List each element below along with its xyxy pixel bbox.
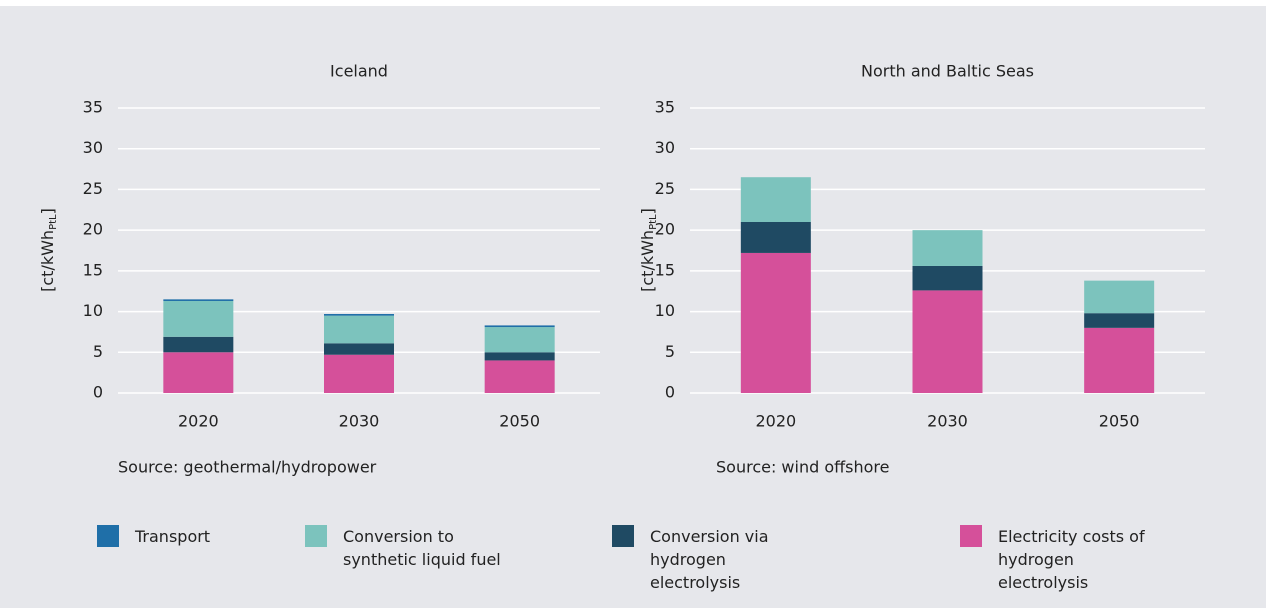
- y-axis-label-end: ]: [38, 208, 57, 214]
- legend-item: Electricity costs of hydrogen electrolys…: [960, 525, 1168, 594]
- bar-segment: [740, 222, 811, 253]
- legend-item: Transport: [97, 525, 305, 548]
- y-axis-label-end: ]: [638, 208, 657, 214]
- y-tick-label: 35: [83, 98, 103, 117]
- bar-segment: [1084, 327, 1155, 393]
- bar-segment: [484, 325, 555, 328]
- bar-segment: [163, 299, 234, 301]
- bar-segment: [912, 230, 983, 266]
- legend-swatch: [612, 525, 634, 547]
- bar-segment: [740, 252, 811, 393]
- y-tick-label: 25: [655, 179, 675, 198]
- y-tick-label: 20: [655, 220, 675, 239]
- legend-item: Conversion to synthetic liquid fuel: [305, 525, 513, 571]
- y-tick-label: 25: [83, 179, 103, 198]
- y-tick-label: 15: [655, 260, 675, 279]
- bar-segment: [163, 300, 234, 337]
- y-tick-label: 15: [83, 260, 103, 279]
- bar-segment: [484, 352, 555, 361]
- y-tick-label: 10: [655, 301, 675, 320]
- x-tick-label: 2020: [178, 412, 219, 431]
- y-axis-label-sub: PtL: [648, 214, 659, 230]
- bar-segment: [324, 315, 394, 344]
- y-axis-label: [ct/kWhPtL]: [38, 208, 60, 292]
- bar-segment: [163, 352, 234, 393]
- y-axis-label-main: [ct/kWh: [38, 230, 57, 292]
- source-note: Source: geothermal/hydropower: [118, 458, 377, 477]
- top-bar: [0, 0, 1266, 6]
- bar-segment: [163, 336, 234, 353]
- x-tick-label: 2030: [927, 412, 968, 431]
- y-tick-label: 10: [83, 301, 103, 320]
- y-tick-label: 5: [93, 342, 103, 361]
- bar-segment: [324, 343, 394, 355]
- legend-swatch: [960, 525, 982, 547]
- y-tick-label: 20: [83, 220, 103, 239]
- y-axis-label-main: [ct/kWh: [638, 230, 657, 292]
- legend-label: Conversion to synthetic liquid fuel: [343, 527, 501, 569]
- legend-label: Conversion via hydrogen electrolysis: [650, 527, 769, 592]
- y-tick-label: 0: [665, 383, 675, 402]
- y-tick-label: 0: [93, 383, 103, 402]
- x-tick-label: 2030: [339, 412, 380, 431]
- bar-segment: [912, 265, 983, 291]
- bar-segment: [912, 290, 983, 393]
- bar-segment: [1084, 280, 1155, 314]
- source-note: Source: wind offshore: [716, 458, 890, 477]
- x-tick-label: 2020: [755, 412, 796, 431]
- y-tick-label: 30: [83, 138, 103, 157]
- legend-label: Transport: [135, 527, 211, 546]
- x-tick-label: 2050: [1099, 412, 1140, 431]
- x-tick-label: 2050: [499, 412, 540, 431]
- y-tick-label: 5: [665, 342, 675, 361]
- chart-title: North and Baltic Seas: [861, 62, 1034, 81]
- legend-item: Conversion via hydrogen electrolysis: [612, 525, 820, 594]
- bar-segment: [484, 360, 555, 393]
- legend-swatch: [305, 525, 327, 547]
- y-tick-label: 35: [655, 98, 675, 117]
- bar-segment: [324, 314, 394, 316]
- bar-segment: [324, 354, 394, 393]
- y-axis-label-sub: PtL: [48, 214, 59, 230]
- legend-swatch: [97, 525, 119, 547]
- bar-segment: [1084, 313, 1155, 328]
- legend-label: Electricity costs of hydrogen electrolys…: [998, 527, 1145, 592]
- y-axis-label: [ct/kWhPtL]: [638, 208, 660, 292]
- bar-segment: [484, 327, 555, 353]
- chart-title: Iceland: [330, 62, 388, 81]
- bar-segment: [740, 177, 811, 222]
- y-tick-label: 30: [655, 138, 675, 157]
